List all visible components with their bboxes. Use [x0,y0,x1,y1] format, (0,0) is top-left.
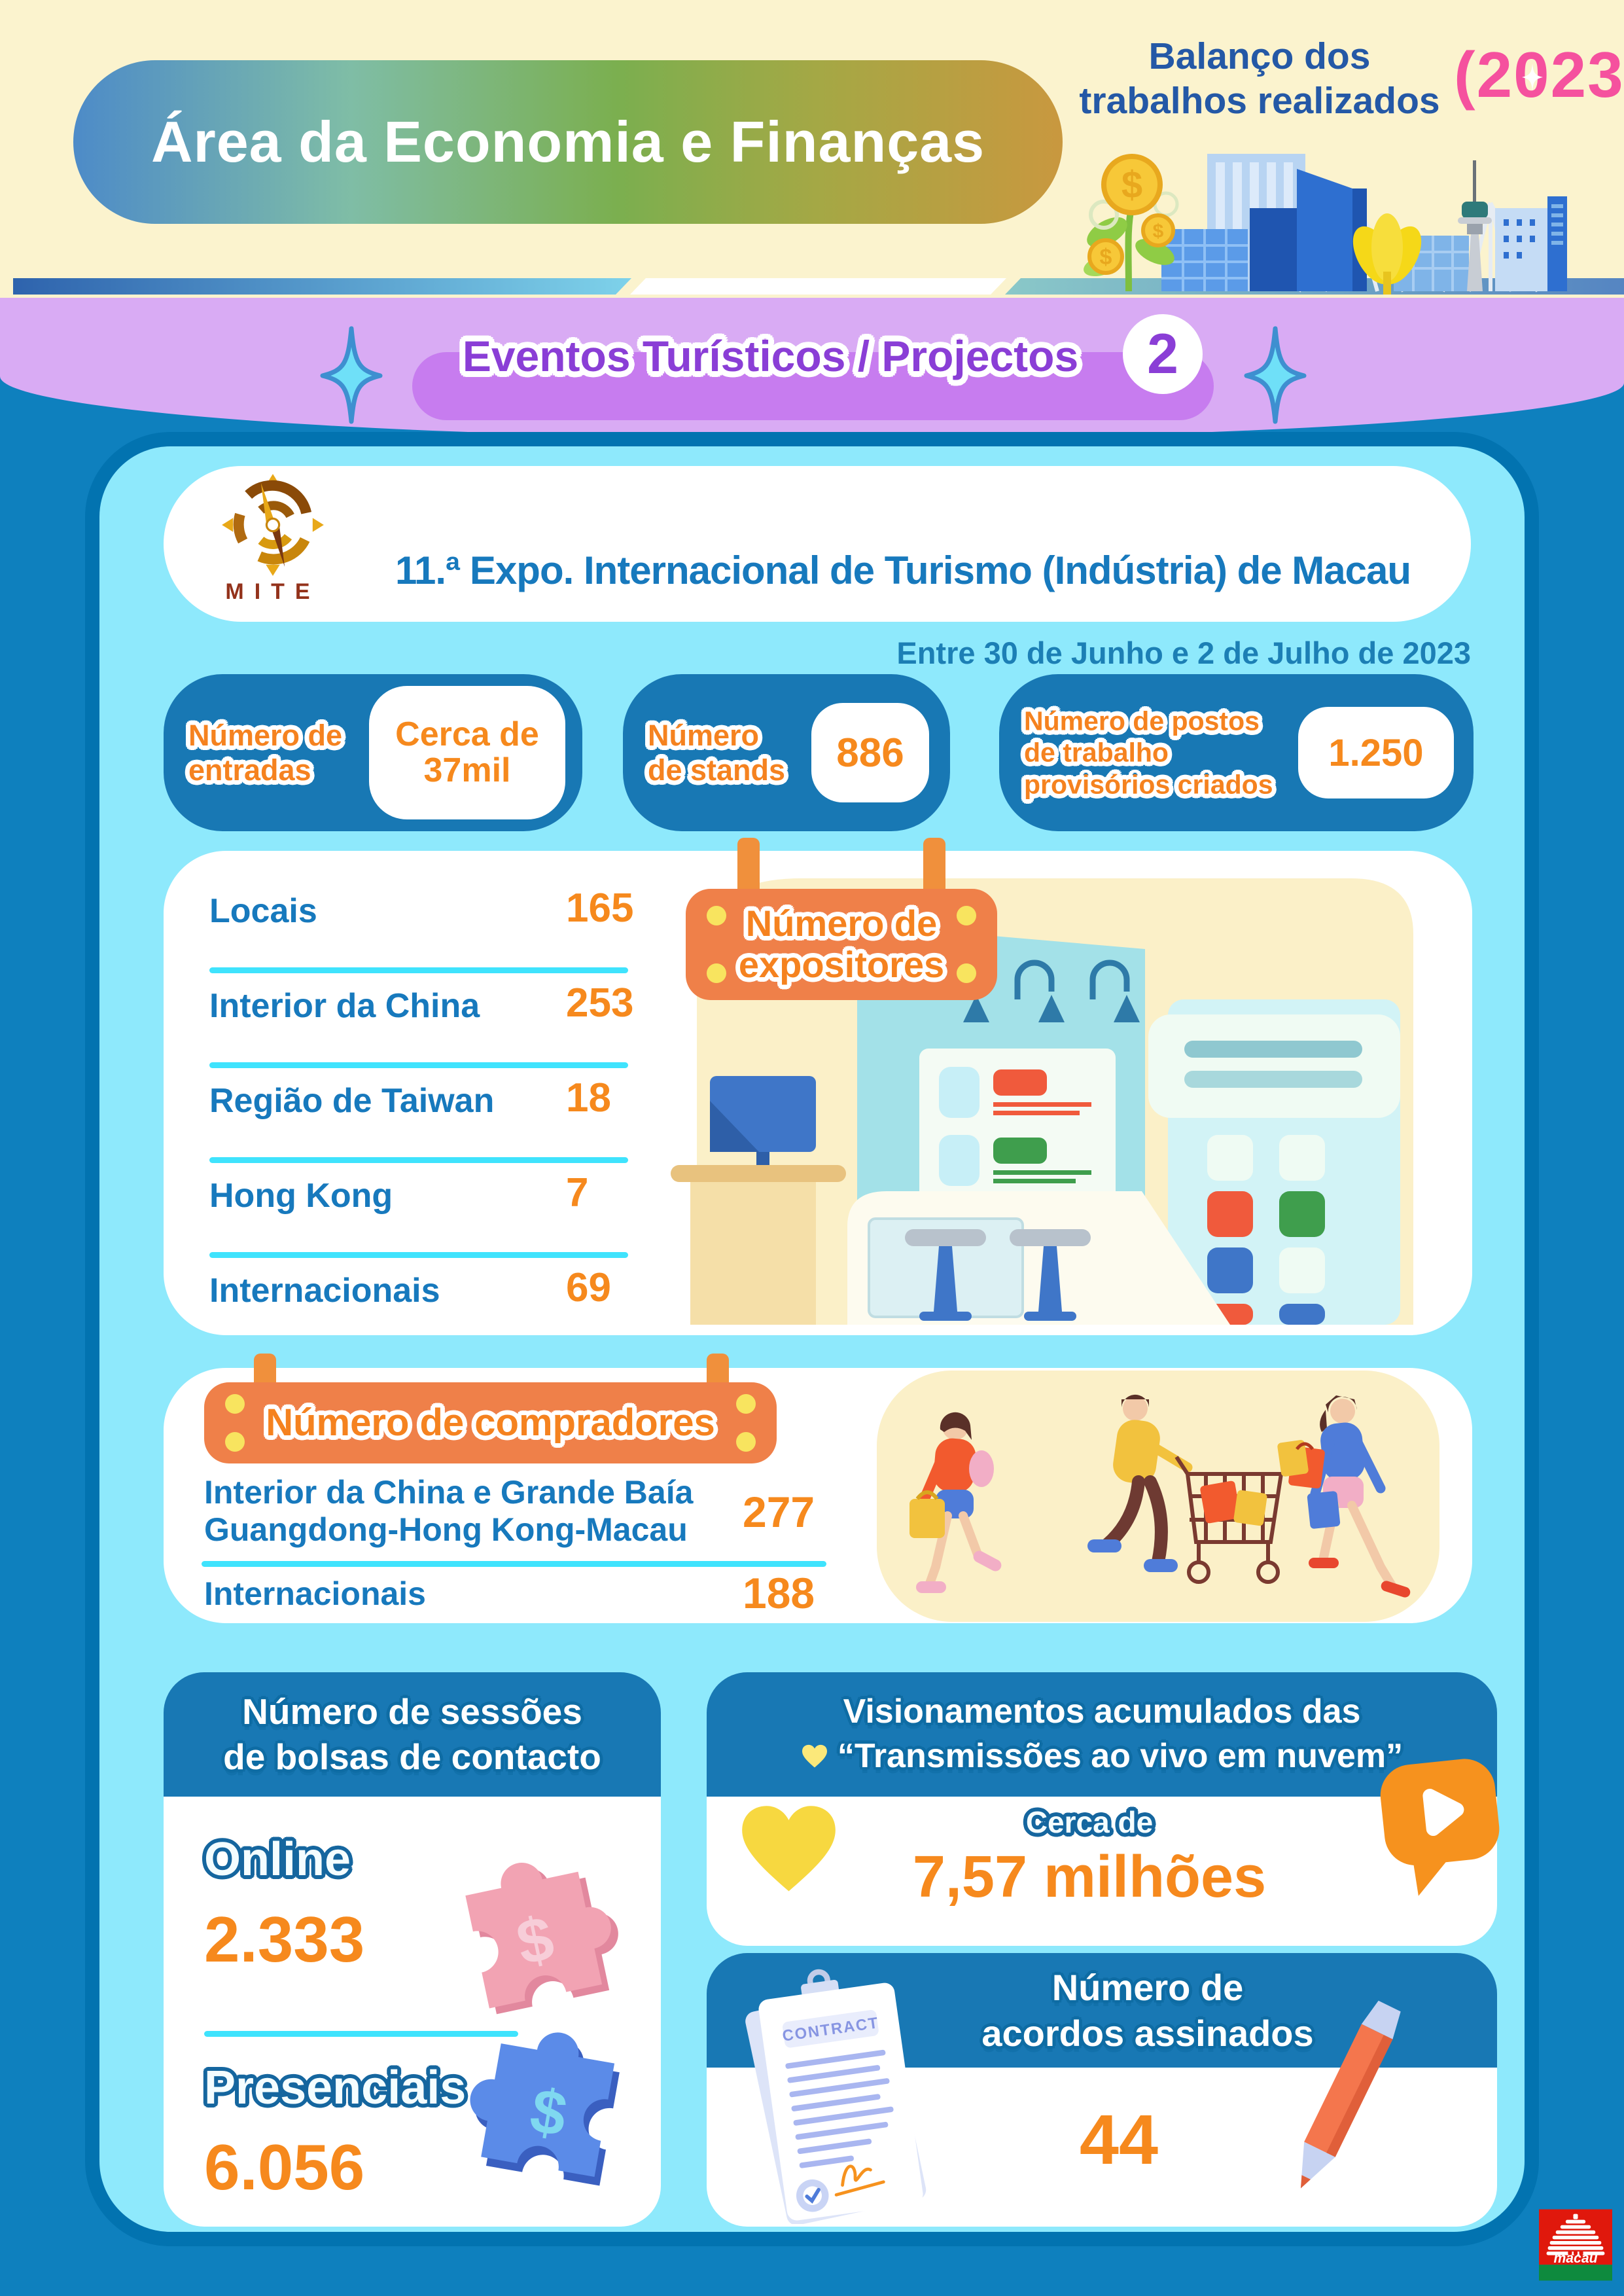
visionamentos-values: Cerca de 7,57 milhões [864,1804,1315,1911]
table-row: Internacionais 69 [209,1265,611,1310]
shopper-1 [909,1412,1002,1593]
compradores-card: Número de compradores Interior da China … [164,1354,1472,1623]
stat-postos: Número de postos de trabalho provisórios… [999,674,1474,831]
expositores-sign-text: Número de expositores [738,903,945,985]
expositores-card: Número de expositores Locais 165 Interio… [164,838,1472,1335]
online-label: Online [204,1833,351,1886]
stat-stands-label: Número de stands [648,718,786,787]
expositores-table: Locais 165 Interior da China 253 Região … [209,884,674,1358]
sessoes-title-line1: Número de sessões [242,1691,582,1732]
table-row: Hong Kong 7 [209,1168,674,1263]
table-row: Região de Taiwan 18 [209,1073,674,1168]
macau-logo-icon: macau [1539,2209,1612,2281]
heart-icon [802,1744,827,1768]
expo-title-bar: MITE 11.ª Expo. Internacional de Turismo… [164,466,1471,622]
area-title-pill: Área da Economia e Finanças [73,60,1063,224]
shopper-3 [1277,1395,1411,1598]
stat-entradas-value: Cerca de 37mil [369,686,565,819]
compradores-row-label: Internacionais [204,1575,426,1612]
svg-text:$: $ [1100,245,1112,270]
visionamentos-header: Visionamentos acumulados das “Transmissõ… [707,1672,1497,1797]
contract-icon: CONTRACT [745,1969,927,2224]
chat-bubble-icon [1380,1759,1500,1896]
lotus-icon [1352,213,1422,295]
visionamentos-title-line1: Visionamentos acumulados das [843,1693,1361,1731]
compradores-row-value: 277 [743,1488,815,1536]
band-number-badge: 2 [1123,314,1203,394]
stat-stands: Número de stands 886 [623,674,950,831]
compradores-row-value: 188 [743,1569,815,1617]
acordos-title-line2: acordos assinados [981,2012,1314,2054]
header: Área da Economia e Finanças Balanço dos … [0,0,1624,298]
stool-icons [905,1229,1091,1321]
expo-card: MITE 11.ª Expo. Internacional de Turismo… [85,432,1539,2246]
approx-label: Cerca de [1025,1805,1154,1839]
city-illustration: $ $ $ [1084,154,1567,295]
shoppers-illustration [877,1371,1439,1622]
check-icon [805,2187,821,2204]
signature [834,2164,885,2197]
online-value: 2.333 [204,1903,365,1975]
pencil-icon [1300,2000,1401,2189]
puzzle-icon-blue: $ [470,2032,620,2186]
band-title: Eventos Turísticos / Projectos [462,332,1079,380]
visionamentos-card: Visionamentos acumulados das “Transmissõ… [707,1672,1500,1946]
puzzle-icons: $ $ [465,1863,620,2186]
acordos-title-line1: Número de [1051,1966,1244,2008]
band-number: 2 [1147,322,1178,386]
compradores-sign: Número de compradores [204,1382,777,1463]
header-stripe-middle [630,278,1006,295]
stat-entradas-label: Número de entradas [188,718,343,787]
acordos-card: Número de acordos assinados CONTRACT [707,1953,1497,2227]
sparkle-left-icon [320,326,383,424]
visionamentos-title-line2: “Transmissões ao vivo em nuvem” [837,1737,1403,1775]
sessoes-header: Número de sessões de bolsas de contacto [164,1672,661,1797]
expositores-sign: Número de expositores [686,889,997,1000]
mite-logo-icon [222,474,324,576]
area-title: Área da Economia e Finanças [150,109,985,174]
building-blue [1297,169,1352,291]
stat-stands-value: 886 [811,703,929,802]
macau-tower-icon [1458,160,1492,291]
sessoes-title-line2: de bolsas de contacto [223,1736,601,1777]
divider [204,2031,518,2037]
expo-title: 11.ª Expo. Internacional de Turismo (Ind… [395,548,1411,592]
sessoes-card: Número de sessões de bolsas de contacto … [164,1672,661,2227]
money-plant-icon: $ $ $ [1084,154,1179,292]
acordos-value: 44 [1079,2100,1159,2179]
header-stripe-left [13,278,631,295]
svg-text:$: $ [1153,221,1164,242]
year-badge: (2023) [1454,39,1624,111]
play-icon [1422,1789,1464,1837]
presenciais-value: 6.056 [204,2131,365,2203]
stat-postos-label: Número de postos de trabalho provisórios… [1024,706,1273,800]
desk-icon [671,1076,846,1325]
shopper-2 [1087,1394,1284,1584]
visionamentos-body [707,1797,1497,1946]
balance-line2: trabalhos realizados [1079,80,1440,122]
puzzle-icon-pink: $ [465,1863,618,2015]
expo-date: Entre 30 de Junho e 2 de Julho de 2023 [896,636,1471,670]
svg-text:$: $ [1121,164,1142,206]
year-sparkle-icon [1522,63,1543,91]
table-row: Interior da China 253 [209,978,674,1073]
visionamentos-value: 7,57 milhões [912,1844,1267,1910]
presenciais-label: Presenciais [204,2062,467,2114]
stat-postos-value: 1.250 [1298,707,1454,798]
mite-logo-text: MITE [225,579,321,604]
heart-icon [742,1806,836,1892]
divider [202,1561,826,1567]
compradores-sign-text: Número de compradores [266,1401,715,1444]
stat-entradas: Número de entradas Cerca de 37mil [164,674,582,831]
svg-text:macau: macau [1553,2251,1597,2266]
balance-line1: Balanço dos [1148,35,1371,77]
sparkle-right-icon [1244,326,1307,424]
mite-logo: MITE [198,473,348,615]
compradores-row-label: Interior da China e Grande Baía Guangdon… [204,1474,694,1548]
color-grid [1207,1135,1325,1325]
band-title-pill [412,352,1214,420]
table-row: Locais 165 [209,884,674,978]
balance-title: Balanço dos trabalhos realizados [1063,34,1456,124]
